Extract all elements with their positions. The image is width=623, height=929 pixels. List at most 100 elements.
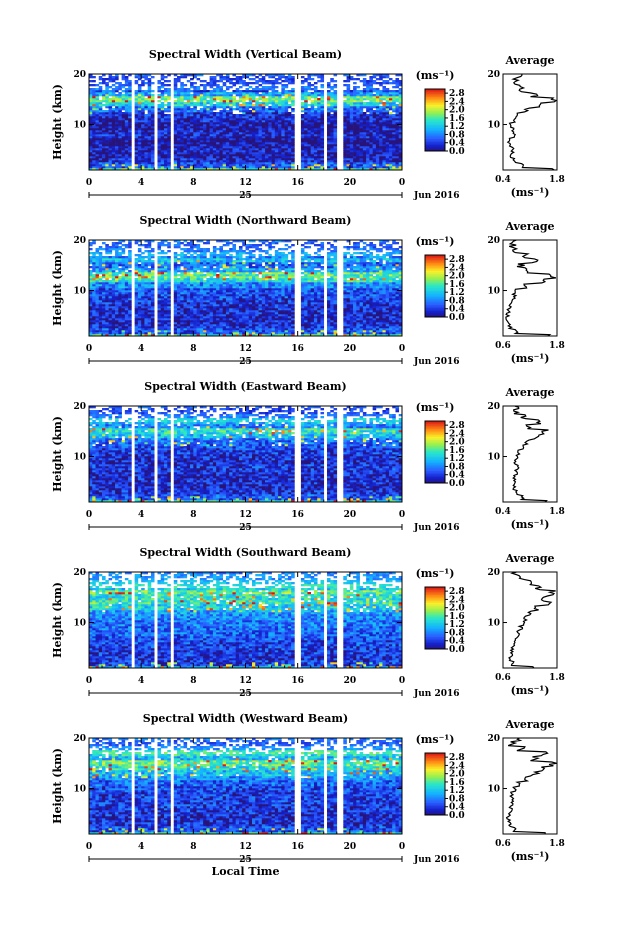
heatmap-cell: [310, 142, 315, 145]
heatmap-cell: [212, 160, 217, 163]
heatmap-cell: [89, 300, 93, 303]
heatmap-cell: [92, 134, 96, 137]
heatmap-cell: [395, 136, 400, 139]
heatmap-cell: [379, 146, 383, 149]
heatmap-cell: [147, 116, 152, 119]
heatmap-cell: [186, 166, 191, 169]
heatmap-cell: [281, 124, 285, 127]
heatmap-cell: [248, 122, 253, 125]
heatmap-cell: [95, 308, 100, 311]
heatmap-cell: [222, 106, 227, 109]
heatmap-cell: [173, 310, 178, 313]
heatmap-cell: [385, 100, 390, 103]
heatmap-cell: [212, 140, 217, 143]
heatmap-cell: [261, 98, 266, 101]
heatmap-cell: [278, 166, 282, 169]
heatmap-cell: [343, 84, 347, 87]
heatmap-cell: [362, 90, 367, 93]
heatmap-cell: [157, 320, 162, 323]
heatmap-cell: [95, 160, 100, 163]
heatmap-cell: [248, 158, 253, 161]
heatmap-cell: [320, 106, 325, 109]
heatmap-cell: [190, 138, 194, 141]
heatmap-cell: [265, 126, 269, 129]
heatmap-cell: [330, 146, 334, 149]
heatmap-cell: [252, 160, 256, 163]
heatmap-cell: [203, 84, 207, 87]
heatmap-cell: [102, 274, 106, 277]
heatmap-cell: [115, 256, 119, 259]
heatmap-cell: [134, 126, 139, 129]
heatmap-cell: [265, 162, 269, 165]
heatmap-cell: [255, 102, 259, 105]
heatmap-cell: [346, 96, 351, 99]
heatmap-cell: [271, 88, 276, 91]
heatmap-cell: [137, 78, 142, 81]
heatmap-cell: [313, 116, 318, 119]
heatmap-cell: [395, 116, 400, 119]
heatmap-cell: [333, 158, 338, 161]
heatmap-cell: [150, 300, 155, 303]
heatmap-cell: [108, 80, 113, 83]
heatmap-cell: [209, 94, 214, 97]
heatmap-cell: [346, 148, 351, 151]
heatmap-cell: [111, 158, 116, 161]
heatmap-cell: [144, 100, 148, 103]
heatmap-cell: [141, 126, 145, 129]
heatmap-cell: [190, 146, 194, 149]
heatmap-cell: [375, 94, 380, 97]
heatmap-cell: [95, 130, 100, 133]
heatmap-cell: [121, 252, 126, 255]
heatmap-cell: [385, 94, 390, 97]
heatmap-cell: [147, 292, 152, 295]
heatmap-cell: [209, 162, 214, 165]
heatmap-cell: [128, 88, 132, 91]
heatmap-cell: [229, 100, 233, 103]
heatmap-cell: [190, 74, 194, 77]
heatmap-cell: [95, 96, 100, 99]
heatmap-cell: [343, 142, 347, 145]
heatmap-cell: [193, 132, 197, 135]
heatmap-cell: [209, 134, 214, 137]
heatmap-cell: [346, 154, 351, 157]
heatmap-cell: [369, 86, 373, 89]
heatmap-cell: [173, 296, 178, 299]
heatmap-cell: [212, 126, 217, 129]
heatmap-cell: [385, 116, 390, 119]
heatmap-cell: [330, 140, 334, 143]
heatmap-cell: [375, 122, 380, 125]
heatmap-cell: [258, 160, 263, 163]
heatmap-cell: [163, 146, 168, 149]
heatmap-cell: [212, 152, 217, 155]
heatmap-cell: [128, 246, 132, 249]
heatmap-cell: [320, 132, 325, 135]
heatmap-cell: [147, 306, 152, 309]
heatmap-cell: [271, 106, 276, 109]
profile-frame: [502, 73, 558, 171]
heatmap-cell: [225, 86, 230, 89]
heatmap-cell: [291, 134, 295, 137]
heatmap-cell: [330, 96, 334, 99]
heatmap-cell: [89, 122, 93, 125]
heatmap-cell: [278, 74, 282, 77]
heatmap-cell: [307, 150, 312, 153]
heatmap-cell: [190, 112, 194, 115]
heatmap-cell: [144, 104, 148, 107]
heatmap-cell: [102, 256, 106, 259]
heatmap-cell: [102, 104, 106, 107]
heatmap-cell: [362, 136, 367, 139]
heatmap-cell: [212, 168, 217, 171]
heatmap-cell: [379, 90, 383, 93]
heatmap-cell: [245, 166, 250, 169]
heatmap-cell: [160, 94, 165, 97]
heatmap-cell: [92, 288, 96, 291]
heatmap-cell: [346, 168, 351, 171]
heatmap-cell: [356, 134, 360, 137]
heatmap-cell: [183, 156, 188, 159]
heatmap-cell: [92, 132, 96, 135]
heatmap-cell: [141, 140, 145, 143]
heatmap-cell: [141, 326, 145, 329]
heatmap-cell: [395, 90, 400, 93]
heatmap-cell: [160, 240, 165, 243]
heatmap-cell: [89, 318, 93, 321]
